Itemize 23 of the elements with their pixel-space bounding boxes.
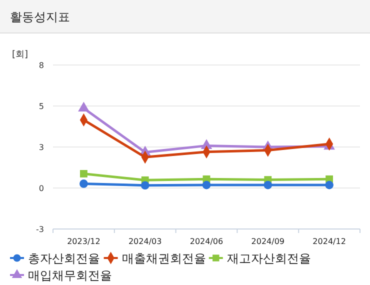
y-tick-label: -3 [36,225,44,234]
legend-label: 매출채권회전율 [122,252,206,266]
point [78,102,90,112]
x-tick-label: 2024/06 [190,237,224,246]
point [140,181,150,190]
y-tick-label: 5 [38,102,44,111]
point [80,170,88,178]
point [264,180,272,190]
point [80,180,88,188]
legend-label: 재고자산회전율 [226,252,311,266]
x-tick-label: 2023/12 [67,237,100,246]
point [202,180,211,190]
legend-label: 매입채무회전율 [28,268,112,282]
x-tick-label: 2024/03 [128,237,162,246]
y-tick-label: 0 [38,184,44,193]
point [325,180,334,190]
x-tick-label: 2024/12 [312,237,346,246]
legend-label: 총자산회전율 [28,252,100,266]
y-axis-title: [회] [12,50,28,60]
y-tick-label: 3 [38,143,44,152]
x-tick-label: 2024/09 [251,237,285,246]
y-tick-label: 8 [38,61,44,70]
chart-title: 활동성지표 [10,10,70,24]
